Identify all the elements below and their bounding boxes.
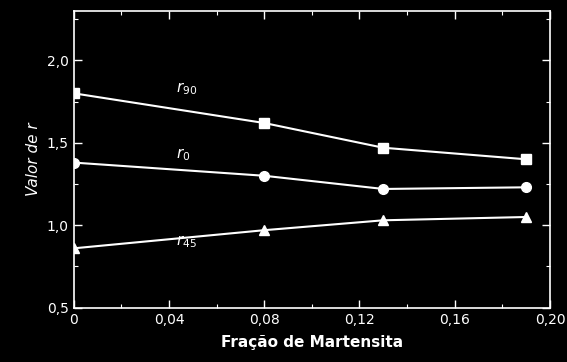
X-axis label: Fração de Martensita: Fração de Martensita <box>221 335 403 350</box>
Text: $r_{90}$: $r_{90}$ <box>176 80 197 97</box>
Text: $r_0$: $r_0$ <box>176 146 191 163</box>
Text: $r_{45}$: $r_{45}$ <box>176 233 197 250</box>
Y-axis label: Valor de r: Valor de r <box>26 122 41 196</box>
